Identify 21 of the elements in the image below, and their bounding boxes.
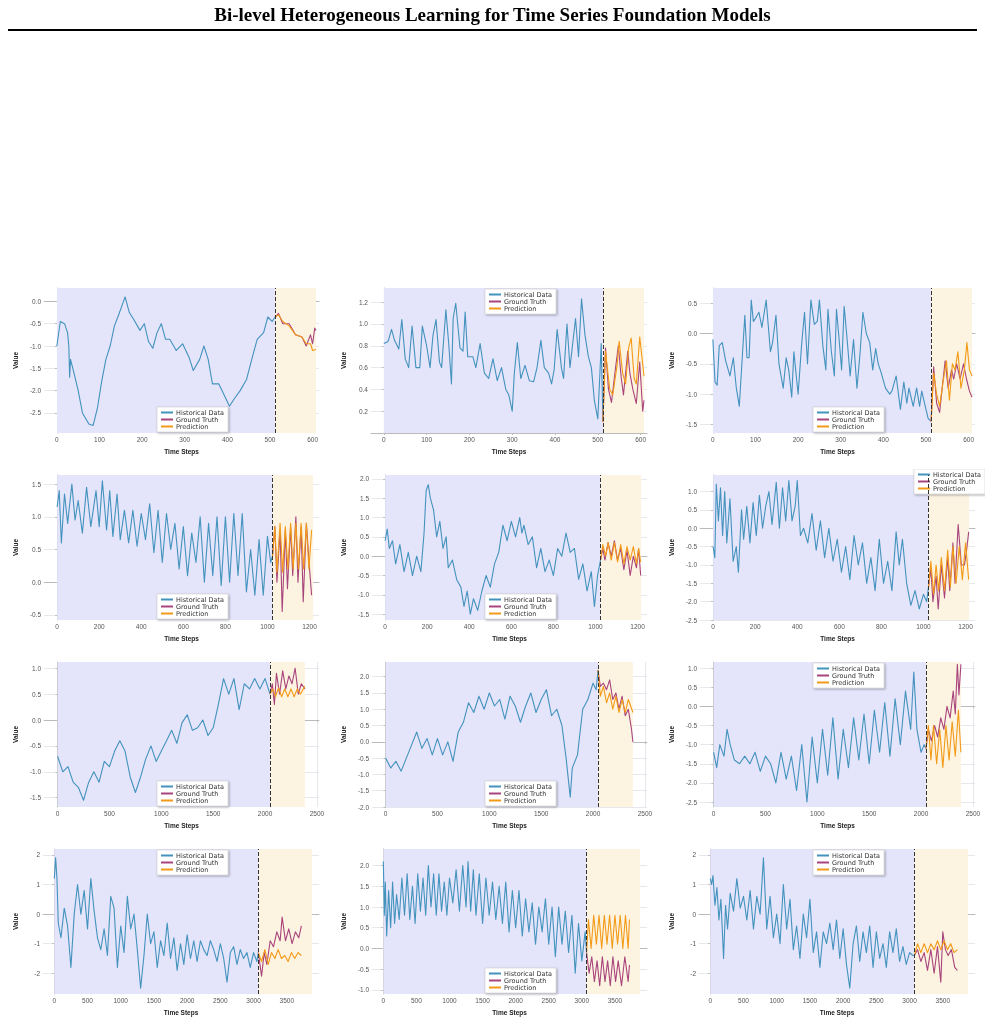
line-series	[271, 522, 313, 573]
line-series	[269, 667, 306, 706]
line-series	[382, 860, 588, 974]
line-series	[599, 542, 642, 565]
line-series	[597, 669, 634, 714]
line-series	[925, 663, 962, 750]
line-series	[269, 685, 306, 698]
line-series	[927, 524, 970, 610]
line-series	[913, 931, 958, 983]
line-series	[57, 678, 271, 801]
line-series	[927, 542, 970, 595]
text: Bi-level Heterogeneous Learning for Time Series Foundation Models	[8, 4, 977, 31]
line-series	[599, 540, 642, 577]
line-series	[257, 949, 302, 965]
line-series	[257, 916, 302, 977]
line-series	[586, 914, 631, 954]
line-series	[925, 709, 962, 769]
line-series	[913, 940, 958, 957]
line-series	[930, 342, 973, 423]
line-series	[56, 480, 274, 596]
line-series	[586, 952, 631, 987]
